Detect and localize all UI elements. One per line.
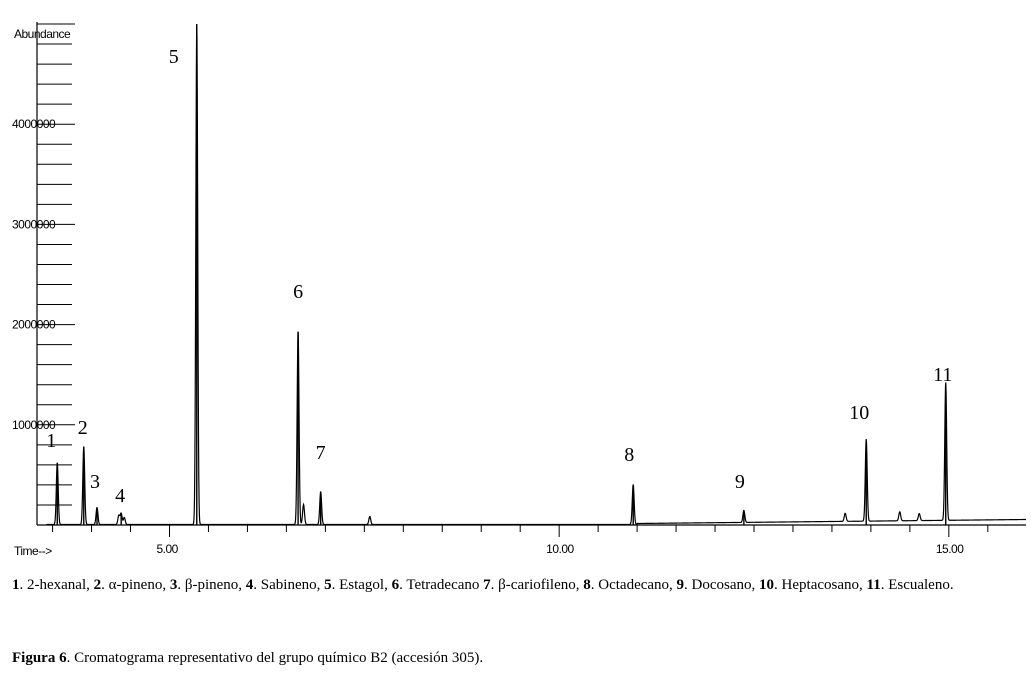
chart-axes: 1000000 2000000 3000000 4000000 5.00 10.00 15.… — [12, 22, 1026, 556]
peak-label-8: 8 — [624, 444, 634, 466]
y-tick-label: 4000000 — [12, 117, 56, 131]
peak-label-9: 9 — [735, 471, 745, 493]
legend-number: 1 — [12, 577, 20, 593]
legend-compound: . Docosano, — [684, 577, 760, 593]
legend-compound: . Estagol, — [331, 577, 392, 593]
peak-label-7: 7 — [316, 442, 326, 464]
peak-label-3: 3 — [90, 471, 100, 493]
caption-label: Figura 6 — [12, 650, 67, 666]
legend-compound: . Heptacosano, — [774, 577, 867, 593]
y-axis-label: Abundance — [14, 27, 71, 41]
peak-label-2: 2 — [78, 417, 88, 439]
y-tick-label: 3000000 — [12, 217, 56, 231]
peak-label-6: 6 — [293, 281, 303, 303]
peak-label-4: 4 — [115, 485, 125, 507]
legend-compound: . Escualeno. — [880, 577, 954, 593]
legend-number: 4 — [245, 577, 254, 593]
caption-text: . Cromatograma representativo del grupo … — [66, 650, 484, 666]
legend-compound: . Sabineno, — [253, 577, 325, 593]
legend-compound: . 2-hexanal, — [19, 577, 94, 593]
peak-legend: 1. 2-hexanal, 2. α-pineno, 3. β-pineno, … — [12, 574, 1027, 596]
legend-compound: . Octadecano, — [590, 577, 677, 593]
figure-caption: Figura 6. Cromatograma representativo de… — [12, 650, 483, 667]
legend-number: 10 — [759, 577, 775, 593]
legend-number: 6 — [391, 577, 400, 593]
peak-label-5: 5 — [169, 46, 179, 68]
chromatogram-trace — [46, 24, 1026, 526]
legend-compound: . α-pineno, — [101, 577, 170, 593]
x-tick-label: 5.00 — [156, 542, 178, 556]
trace-line — [46, 26, 1026, 526]
x-axis-label: Time--> — [14, 544, 52, 558]
legend-number: 2 — [93, 577, 102, 593]
legend-number: 7 — [483, 577, 491, 593]
legend-number: 11 — [866, 577, 881, 593]
legend-number: 3 — [169, 577, 178, 593]
x-tick-label: 15.00 — [936, 542, 964, 556]
peak-label-10: 10 — [849, 402, 869, 424]
y-tick-label: 2000000 — [12, 318, 56, 332]
legend-entries: 1. 2-hexanal, 2. α-pineno, 3. β-pineno, … — [12, 577, 954, 593]
peak-label-1: 1 — [46, 430, 56, 452]
legend-number: 5 — [324, 577, 332, 593]
legend-compound: . Tetradecano — [399, 577, 484, 593]
legend-number: 9 — [676, 577, 685, 593]
legend-compound: . β-cariofileno, — [490, 577, 584, 593]
legend-number: 8 — [583, 577, 591, 593]
x-tick-label: 10.00 — [546, 542, 574, 556]
legend-compound: . β-pineno, — [177, 577, 246, 593]
chromatogram-chart: 1000000 2000000 3000000 4000000 5.00 10.00 15.… — [12, 22, 1026, 558]
peak-label-11: 11 — [933, 364, 952, 386]
y-tick-label: 1000000 — [12, 418, 56, 432]
